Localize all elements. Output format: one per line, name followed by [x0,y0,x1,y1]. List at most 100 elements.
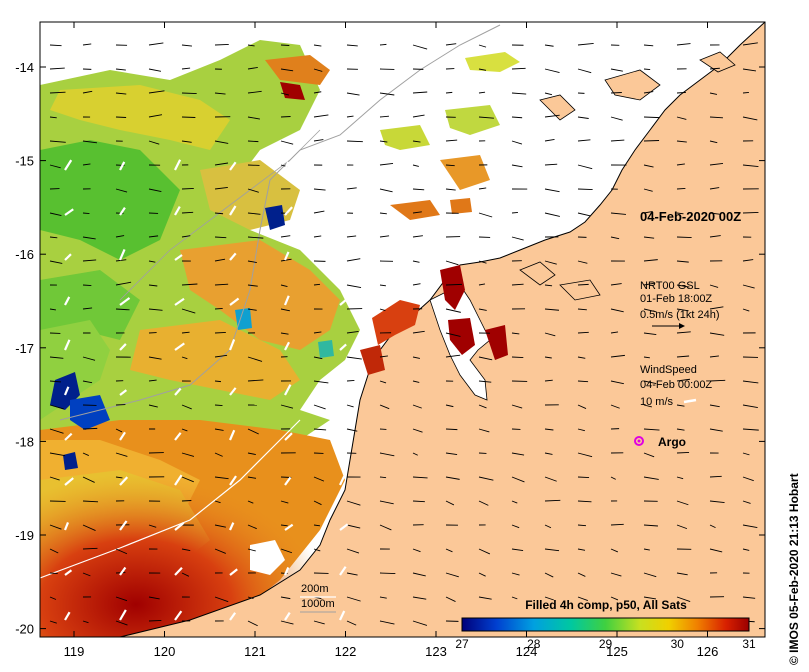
current-arrow [709,306,724,310]
current-arrow [379,380,387,384]
current-arrow [379,284,386,287]
current-arrow [511,548,524,551]
current-arrow [214,548,226,554]
current-arrow [445,164,455,167]
current-arrow [577,476,590,479]
current-arrow [445,43,457,46]
current-arrow [379,235,390,238]
current-arrow [313,91,322,94]
current-arrow [742,42,758,46]
current-arrow [610,476,616,480]
current-arrow [445,452,458,456]
current-arrow [412,283,421,286]
current-arrow [676,524,688,530]
current-arrow [82,500,99,503]
current-arrow [49,452,66,457]
current-arrow [643,164,654,168]
current-arrow [610,212,626,215]
current-arrow [412,330,425,334]
current-arrow [544,212,560,217]
current-arrow [214,476,229,480]
wind-arrow [119,520,128,531]
current-arrow [49,140,66,143]
current-arrow [247,188,259,193]
current-arrow [709,355,719,358]
current-arrow [676,428,685,431]
current-arrow [511,67,526,70]
wind-legend-title: WindSpeed [640,364,697,376]
wind-arrow [338,162,345,171]
current-arrow [709,475,722,478]
wind-arrow [228,522,235,531]
current-arrow [412,428,423,433]
current-arrow [412,380,420,383]
current-arrow [379,308,386,312]
current-arrow [82,43,92,46]
current-arrow [49,67,65,70]
current-arrow [577,452,593,458]
current-arrow [676,284,690,288]
current-arrow [181,67,191,70]
current-arrow [181,283,198,286]
current-arrow [49,164,61,169]
current-arrow [412,404,422,409]
current-arrow [379,43,387,46]
current-arrow [181,548,191,552]
current-arrow [379,572,396,575]
current-arrow [379,140,388,143]
current-arrow [478,380,492,383]
current-arrow [544,524,552,529]
current-arrow [148,308,163,311]
current-arrow [115,452,128,457]
current-arrow [379,452,395,457]
wind-arrow [339,343,347,351]
current-arrow [511,452,525,456]
current-arrow [610,331,619,334]
current-arrow [115,476,123,479]
lat-tick-label: -15 [15,154,34,169]
current-arrow [511,164,523,168]
argo-float-marker[interactable] [634,436,644,446]
current-arrow [247,428,259,435]
current-arrow [214,404,223,407]
current-arrow [709,284,719,288]
current-arrow [247,140,259,143]
current-arrow [577,212,591,217]
lat-tick-label: -14 [15,60,34,75]
current-arrow [346,596,361,602]
current-arrow [280,596,291,600]
current-arrow [577,524,587,527]
current-arrow [412,260,420,263]
wind-arrow [174,297,185,306]
current-arrow [709,500,725,504]
current-arrow [115,259,127,262]
current-arrow [511,92,527,95]
current-arrow [346,572,358,576]
wind-arrow [119,476,129,486]
isobath-legend-1000m: 1000m [301,598,335,610]
wind-arrow [229,387,237,396]
current-arrow [214,428,224,431]
current-arrow [346,524,361,529]
map-date-title: 04-Feb-2020 00Z [640,209,741,224]
current-arrow [544,114,560,118]
current-arrow [445,548,453,553]
current-arrow [49,524,62,530]
current-arrow [346,404,354,408]
colorbar-tick-label: 29 [599,637,613,651]
current-arrow [577,43,594,46]
current-arrow [115,596,128,602]
current-arrow [346,92,360,96]
current-arrow [247,452,256,455]
current-arrow [478,44,487,48]
current-arrow [82,547,98,550]
current-arrow [478,404,487,409]
current-arrow [214,500,221,504]
current-arrow [49,212,62,216]
current-arrow [445,404,454,408]
current-arrow [511,572,520,576]
current-arrow [676,212,684,215]
wind-arrow [229,568,238,576]
current-arrow [610,139,625,142]
current-arrow [709,379,726,382]
